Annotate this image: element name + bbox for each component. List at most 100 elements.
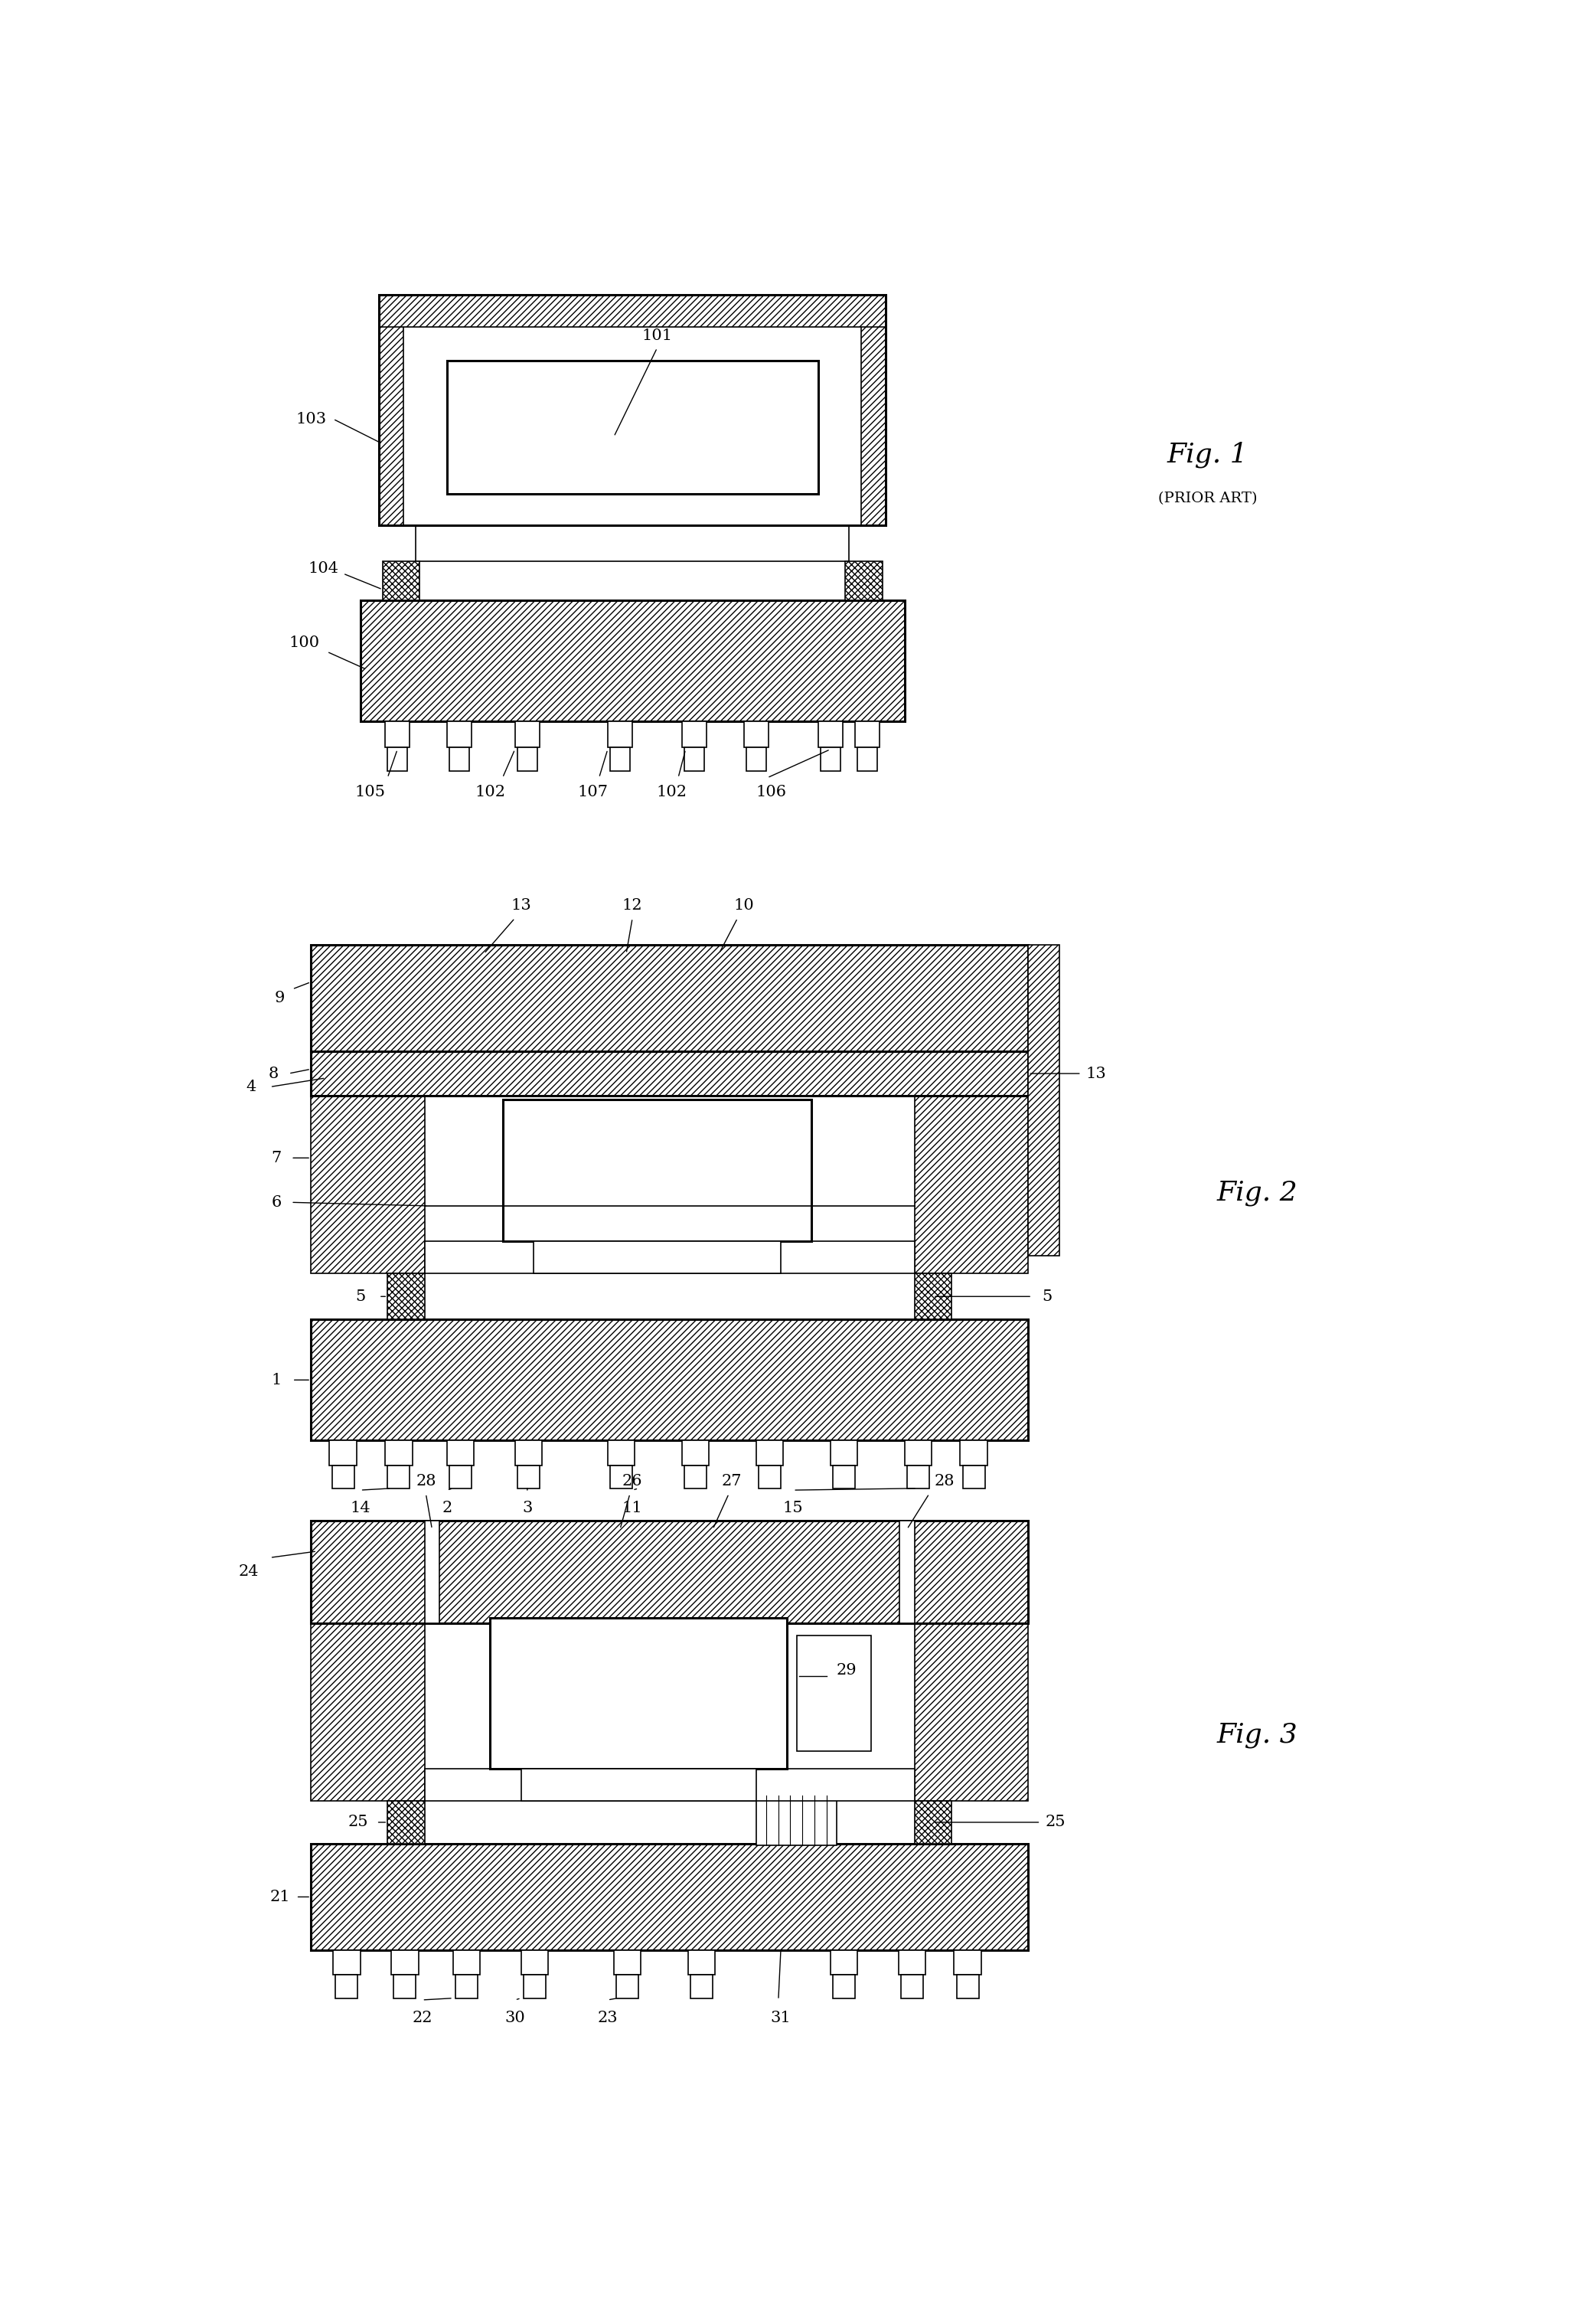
- Text: 13: 13: [1085, 1066, 1106, 1080]
- Bar: [520, 1769, 757, 1802]
- Bar: [820, 747, 839, 771]
- Text: 6: 6: [271, 1195, 281, 1209]
- Bar: [455, 1975, 477, 1998]
- Text: 8: 8: [268, 1066, 279, 1080]
- Text: 28: 28: [934, 1474, 954, 1488]
- Text: (PRIOR ART): (PRIOR ART): [1159, 491, 1258, 505]
- Bar: [681, 720, 707, 747]
- Bar: [425, 1520, 439, 1624]
- Text: 104: 104: [308, 561, 338, 574]
- Bar: [311, 946, 1028, 1052]
- Bar: [862, 295, 886, 526]
- Text: 12: 12: [622, 897, 643, 914]
- Bar: [517, 747, 538, 771]
- Text: 1: 1: [271, 1373, 281, 1387]
- Bar: [453, 1949, 480, 1975]
- Bar: [614, 1949, 642, 1975]
- Bar: [855, 720, 879, 747]
- Text: 5: 5: [1042, 1290, 1052, 1303]
- Text: 5: 5: [356, 1290, 365, 1303]
- Bar: [447, 720, 472, 747]
- Bar: [915, 1273, 951, 1320]
- Text: 26: 26: [622, 1474, 643, 1488]
- Bar: [900, 1520, 915, 1624]
- Bar: [610, 747, 630, 771]
- Bar: [915, 1096, 1028, 1273]
- Bar: [857, 747, 878, 771]
- Bar: [388, 1802, 425, 1843]
- Bar: [608, 1440, 635, 1465]
- Bar: [517, 1465, 539, 1488]
- Text: 106: 106: [755, 784, 787, 798]
- Bar: [685, 1465, 707, 1488]
- Bar: [332, 1465, 354, 1488]
- Bar: [956, 1975, 978, 1998]
- Text: 27: 27: [721, 1474, 742, 1488]
- Bar: [447, 360, 819, 494]
- Bar: [900, 1975, 922, 1998]
- Bar: [616, 1975, 638, 1998]
- Bar: [819, 720, 843, 747]
- Bar: [385, 1440, 412, 1465]
- Bar: [388, 747, 407, 771]
- Bar: [425, 1241, 915, 1273]
- Bar: [311, 1320, 1028, 1440]
- Bar: [490, 1617, 787, 1769]
- Text: 25: 25: [1045, 1816, 1066, 1829]
- Text: 24: 24: [239, 1564, 259, 1578]
- Bar: [523, 1975, 546, 1998]
- Bar: [907, 1465, 929, 1488]
- Bar: [425, 1769, 915, 1802]
- Bar: [757, 1795, 836, 1846]
- Text: 3: 3: [522, 1500, 533, 1516]
- Bar: [744, 720, 769, 747]
- Text: 25: 25: [348, 1816, 369, 1829]
- Bar: [378, 295, 886, 526]
- Text: 29: 29: [836, 1663, 857, 1677]
- Bar: [311, 1052, 1028, 1096]
- Text: 105: 105: [354, 784, 386, 798]
- Text: 28: 28: [415, 1474, 436, 1488]
- Bar: [681, 1440, 709, 1465]
- Bar: [685, 747, 704, 771]
- Bar: [516, 720, 539, 747]
- Bar: [610, 1465, 632, 1488]
- Text: 21: 21: [270, 1889, 290, 1903]
- Bar: [691, 1975, 713, 1998]
- Bar: [796, 1636, 871, 1751]
- Text: 10: 10: [734, 897, 753, 914]
- Bar: [1028, 946, 1060, 1255]
- Bar: [329, 1440, 356, 1465]
- Bar: [450, 1465, 472, 1488]
- Text: 11: 11: [622, 1500, 643, 1516]
- Text: 4: 4: [246, 1080, 257, 1094]
- Text: 31: 31: [771, 2009, 792, 2026]
- Text: 14: 14: [350, 1500, 370, 1516]
- Bar: [335, 1975, 358, 1998]
- Bar: [830, 1949, 857, 1975]
- Bar: [747, 747, 766, 771]
- Bar: [447, 1440, 474, 1465]
- Bar: [846, 561, 883, 600]
- Bar: [311, 1096, 425, 1273]
- Bar: [516, 1440, 543, 1465]
- Text: 102: 102: [656, 784, 688, 798]
- Bar: [520, 1949, 549, 1975]
- Text: 103: 103: [295, 411, 326, 427]
- Text: 100: 100: [289, 634, 319, 651]
- Text: 30: 30: [504, 2009, 525, 2026]
- Bar: [915, 1624, 1028, 1802]
- Text: 9: 9: [275, 990, 286, 1006]
- Bar: [383, 561, 420, 600]
- Bar: [361, 600, 905, 720]
- Text: 13: 13: [511, 897, 531, 914]
- Bar: [833, 1465, 855, 1488]
- Bar: [378, 295, 886, 328]
- Bar: [830, 1440, 857, 1465]
- Text: Fig. 3: Fig. 3: [1216, 1723, 1298, 1749]
- Bar: [899, 1949, 926, 1975]
- Text: 101: 101: [642, 328, 672, 344]
- Bar: [311, 1520, 1028, 1624]
- Bar: [915, 1802, 951, 1843]
- Text: 102: 102: [476, 784, 506, 798]
